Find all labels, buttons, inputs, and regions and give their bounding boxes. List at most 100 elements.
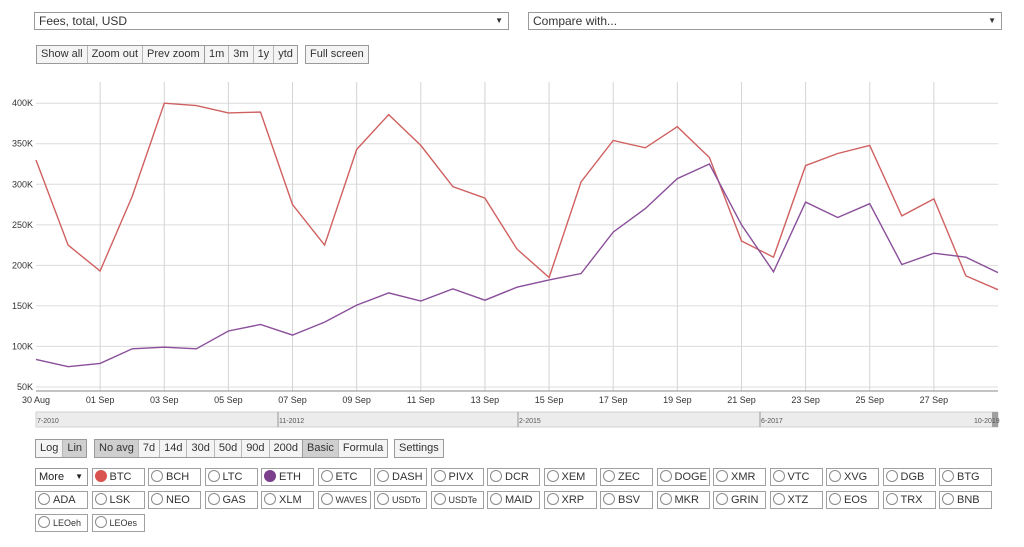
radio-circle-icon bbox=[546, 493, 559, 505]
coin-label: MAID bbox=[505, 494, 533, 506]
formula-mode-button[interactable]: Formula bbox=[338, 440, 388, 457]
coin-toggle-pivx[interactable]: PIVX bbox=[430, 468, 484, 486]
compare-select-value: Compare with... bbox=[533, 14, 618, 28]
fees-line-chart[interactable]: 50K 100K 150K 200K 250K 300K 350K 400K 30 Aug 01 … bbox=[0, 72, 1024, 432]
coin-toggle-leoeh[interactable]: LEOeh bbox=[35, 514, 88, 532]
radio-circle-icon bbox=[603, 493, 615, 505]
coin-toggle-btc[interactable]: BTC bbox=[91, 468, 145, 486]
coin-toggle-lsk[interactable]: LSK bbox=[91, 491, 145, 509]
coin-toggle-ltc[interactable]: LTC bbox=[204, 468, 258, 486]
coin-toggle-trx[interactable]: TRX bbox=[882, 491, 936, 509]
coin-toggle-waves[interactable]: WAVES bbox=[317, 491, 371, 509]
x-tick-label: 23 Sep bbox=[791, 395, 820, 405]
navigator-label: 10-2019 bbox=[974, 418, 1000, 425]
coin-toggle-xtz[interactable]: XTZ bbox=[769, 491, 823, 509]
radio-circle-icon bbox=[433, 470, 446, 482]
coin-label: LTC bbox=[222, 471, 243, 483]
navigator-bar bbox=[35, 411, 999, 428]
show-all-button[interactable]: Show all bbox=[37, 46, 88, 63]
radio-circle-icon bbox=[772, 493, 785, 505]
coin-toggle-maid[interactable]: MAID bbox=[487, 491, 540, 509]
y-tick-label: 50K bbox=[17, 382, 33, 392]
more-coins-select[interactable]: More ▼ bbox=[35, 468, 88, 486]
coin-label: EOS bbox=[844, 494, 868, 506]
coin-toggle-zec[interactable]: ZEC bbox=[600, 468, 653, 486]
log-scale-button[interactable]: Log bbox=[36, 440, 64, 457]
coin-toggle-dash[interactable]: DASH bbox=[374, 468, 427, 486]
coin-toggle-eos[interactable]: EOS bbox=[826, 491, 879, 509]
coin-toggle-doge[interactable]: DOGE bbox=[656, 468, 710, 486]
coin-toggle-xlm[interactable]: XLM bbox=[261, 491, 314, 509]
coin-toggle-xrp[interactable]: XRP bbox=[543, 491, 597, 509]
coin-toggle-bsv[interactable]: BSV bbox=[600, 491, 653, 509]
coin-toggle-eth[interactable]: ETH bbox=[261, 468, 314, 486]
radio-circle-icon bbox=[94, 493, 107, 505]
coin-label: NEO bbox=[166, 494, 190, 506]
x-tick-label: 07 Sep bbox=[278, 395, 307, 405]
coin-toggle-vtc[interactable]: VTC bbox=[769, 468, 823, 486]
compare-select[interactable]: Compare with... ▼ bbox=[528, 12, 1002, 30]
avg-200d-button[interactable]: 200d bbox=[269, 440, 303, 457]
coin-label: ETC bbox=[335, 471, 358, 483]
coin-toggle-xmr[interactable]: XMR bbox=[713, 468, 766, 486]
zoom-out-button[interactable]: Zoom out bbox=[87, 46, 144, 63]
metric-select[interactable]: Fees, total, USD ▼ bbox=[34, 12, 509, 30]
coin-toggle-usdte[interactable]: USDTe bbox=[430, 491, 484, 509]
avg-90d-button[interactable]: 90d bbox=[242, 440, 270, 457]
range-1m-button[interactable]: 1m bbox=[205, 46, 230, 63]
avg-7d-button[interactable]: 7d bbox=[138, 440, 161, 457]
coin-toggle-etc[interactable]: ETC bbox=[317, 468, 371, 486]
no-avg-button[interactable]: No avg bbox=[95, 440, 139, 457]
coin-toggle-xvg[interactable]: XVG bbox=[826, 468, 879, 486]
settings-button[interactable]: Settings bbox=[394, 439, 444, 458]
coin-label: DOGE bbox=[674, 471, 707, 483]
full-screen-button[interactable]: Full screen bbox=[305, 45, 369, 64]
coin-toggle-xem[interactable]: XEM bbox=[543, 468, 597, 486]
lin-scale-button[interactable]: Lin bbox=[63, 440, 87, 457]
coin-toggle-btg[interactable]: BTG bbox=[939, 468, 992, 486]
radio-circle-icon bbox=[942, 470, 954, 482]
radio-circle-icon bbox=[603, 470, 615, 482]
coin-toggle-neo[interactable]: NEO bbox=[148, 491, 201, 509]
avg-30d-button[interactable]: 30d bbox=[187, 440, 215, 457]
range-ytd-button[interactable]: ytd bbox=[274, 46, 297, 63]
coin-toggle-leoes[interactable]: LEOes bbox=[91, 514, 145, 532]
radio-circle-icon bbox=[264, 493, 276, 505]
radio-circle-icon bbox=[829, 470, 841, 482]
coin-label: ETH bbox=[279, 471, 301, 483]
x-tick-label: 15 Sep bbox=[535, 395, 564, 405]
radio-circle-icon bbox=[490, 470, 502, 482]
y-tick-label: 350K bbox=[12, 139, 33, 149]
radio-circle-icon bbox=[38, 493, 50, 505]
coin-toggle-gas[interactable]: GAS bbox=[204, 491, 258, 509]
coin-toggle-ada[interactable]: ADA bbox=[35, 491, 88, 509]
coin-toggle-dcr[interactable]: DCR bbox=[487, 468, 540, 486]
avg-button-group: No avg 7d 14d 30d 50d 90d 200d bbox=[94, 439, 304, 458]
radio-circle-icon bbox=[94, 470, 107, 482]
coin-label: MKR bbox=[674, 494, 699, 506]
coin-label: GAS bbox=[222, 494, 246, 506]
radio-circle-icon bbox=[772, 470, 785, 482]
x-tick-label: 01 Sep bbox=[86, 395, 115, 405]
basic-mode-button[interactable]: Basic bbox=[303, 440, 339, 457]
coin-toggle-bnb[interactable]: BNB bbox=[939, 491, 992, 509]
avg-50d-button[interactable]: 50d bbox=[214, 440, 243, 457]
radio-circle-icon bbox=[38, 516, 50, 528]
avg-14d-button[interactable]: 14d bbox=[160, 440, 188, 457]
coin-toggle-bch[interactable]: BCH bbox=[148, 468, 201, 486]
coin-toggle-usdto[interactable]: USDTo bbox=[374, 491, 427, 509]
coin-toggle-dgb[interactable]: DGB bbox=[882, 468, 936, 486]
coin-label: BCH bbox=[166, 471, 190, 483]
mode-button-group: Basic Formula bbox=[302, 439, 389, 458]
coin-label: BTC bbox=[109, 471, 132, 483]
radio-circle-icon bbox=[716, 470, 728, 482]
radio-circle-icon bbox=[151, 470, 163, 482]
range-3m-button[interactable]: 3m bbox=[229, 46, 254, 63]
radio-circle-icon bbox=[490, 493, 502, 505]
prev-zoom-button[interactable]: Prev zoom bbox=[143, 46, 204, 63]
coin-label: BNB bbox=[957, 494, 980, 506]
y-tick-label: 200K bbox=[12, 260, 33, 270]
coin-toggle-mkr[interactable]: MKR bbox=[656, 491, 710, 509]
range-1y-button[interactable]: 1y bbox=[253, 46, 275, 63]
coin-toggle-grin[interactable]: GRIN bbox=[713, 491, 766, 509]
